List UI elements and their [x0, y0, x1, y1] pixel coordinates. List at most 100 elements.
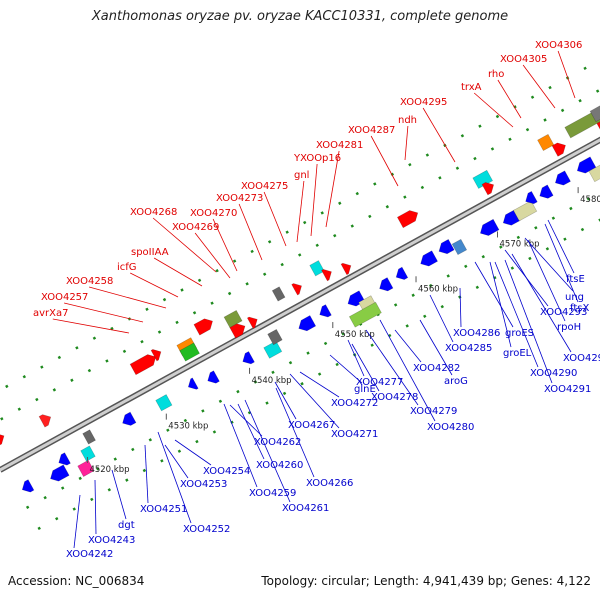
- scale-tick-label: 4540 kbp: [252, 376, 292, 386]
- leader-line: [379, 319, 436, 422]
- leader-line: [347, 339, 365, 377]
- track-dot: [298, 253, 302, 257]
- gene-label-reverse: rpoH: [557, 322, 581, 333]
- track-dot: [373, 182, 377, 186]
- track-dot: [131, 447, 135, 452]
- reverse-gene: [348, 301, 382, 328]
- gene-label-forward: XOO4257: [41, 292, 88, 303]
- track-dot: [75, 346, 79, 350]
- reverse-gene: [263, 340, 283, 359]
- leader-line: [459, 287, 462, 328]
- forward-gene: [129, 354, 157, 376]
- gene-label-reverse: ung: [565, 292, 584, 303]
- gene-shape: [319, 304, 332, 318]
- forward-gene: [179, 342, 200, 362]
- scale-tick-label: 4520 kbp: [89, 465, 129, 475]
- track-dot: [175, 320, 179, 325]
- gene-label-reverse: XOO4253: [180, 479, 227, 490]
- track-dot: [438, 176, 442, 180]
- track-dot: [368, 214, 372, 219]
- track-dot: [157, 330, 162, 334]
- gene-shape: [348, 301, 382, 328]
- reverse-gene: [187, 377, 199, 390]
- track-dot: [166, 428, 170, 432]
- track-dot: [333, 233, 337, 238]
- leader-line: [504, 259, 553, 384]
- gene-shape: [155, 394, 173, 412]
- leader-line: [365, 329, 419, 406]
- leader-line: [275, 387, 315, 478]
- track-dot: [148, 438, 153, 442]
- reverse-gene: [80, 445, 96, 462]
- reverse-gene: [539, 184, 554, 199]
- track-dot: [460, 134, 465, 138]
- gene-shape: [242, 351, 255, 365]
- track-dot: [317, 372, 322, 376]
- leader-line: [422, 107, 456, 163]
- track-dot: [303, 220, 307, 225]
- leader-line: [473, 92, 514, 128]
- gene-label-forward: XOO4281: [316, 140, 363, 151]
- forward-gene: [150, 349, 162, 362]
- leader-line: [73, 494, 81, 549]
- gene-shape: [150, 349, 162, 362]
- gene-label-reverse: XOO4277: [356, 377, 403, 388]
- track-dot: [110, 326, 114, 331]
- gene-shape: [479, 218, 500, 236]
- forward-gene: [340, 262, 352, 276]
- reverse-gene: [319, 304, 332, 318]
- forward-gene: [0, 433, 5, 447]
- track-dot: [405, 324, 409, 328]
- track-dot: [105, 359, 109, 363]
- track-dot: [40, 365, 44, 369]
- gene-label-forward: XOO4268: [130, 207, 177, 218]
- reverse-gene: [155, 394, 173, 412]
- scale-tick-label: 4530 kbp: [168, 422, 208, 432]
- leader-line: [504, 249, 549, 307]
- leader-line: [144, 444, 149, 504]
- gene-label-forward: ndh: [398, 115, 417, 126]
- forward-gene: [589, 91, 600, 123]
- track-dot: [403, 195, 407, 199]
- track-dot: [545, 247, 550, 251]
- gene-shape: [80, 445, 96, 462]
- track-dot: [212, 430, 217, 434]
- scale-tick-label: 4560 kbp: [418, 284, 458, 294]
- track-dot: [560, 108, 565, 113]
- leader-line: [524, 237, 574, 292]
- track-dot: [595, 89, 600, 93]
- forward-gene: [246, 316, 258, 329]
- gene-shape: [340, 262, 352, 276]
- track-dot: [0, 417, 4, 421]
- gene-label-reverse: groES: [505, 328, 534, 339]
- gene-label-reverse: ftsX: [570, 303, 589, 314]
- track-dot: [22, 375, 27, 379]
- gene-shape: [472, 169, 494, 189]
- gene-label-reverse: glnE: [354, 384, 376, 395]
- track-dot: [265, 401, 269, 405]
- leader-line: [497, 79, 522, 119]
- track-dot: [142, 468, 147, 473]
- track-dot: [315, 243, 319, 248]
- leader-line: [223, 403, 258, 488]
- leader-line: [394, 329, 422, 363]
- gene-label-reverse: XOO4267: [288, 420, 335, 431]
- gene-label-reverse: XOO4243: [88, 535, 135, 546]
- leader-line: [274, 381, 297, 420]
- gene-label-reverse: XOO4292: [563, 353, 600, 364]
- reverse-gene: [479, 218, 500, 236]
- track-dot: [563, 237, 567, 241]
- gene-label-reverse: XOO4272: [331, 398, 378, 409]
- reverse-gene: [588, 161, 600, 183]
- track-dot: [201, 409, 205, 413]
- gene-label-reverse: XOO4260: [256, 460, 303, 471]
- track-dot: [90, 497, 94, 502]
- gene-shape: [207, 370, 220, 384]
- track-dot: [478, 124, 482, 128]
- reverse-gene: [554, 170, 571, 186]
- gene-label-forward: XOO4269: [172, 222, 219, 233]
- gene-label-forward: XOO4273: [216, 193, 263, 204]
- gene-label-forward: XOO4270: [190, 208, 237, 219]
- track-dot: [180, 288, 184, 292]
- track-dot: [320, 211, 324, 215]
